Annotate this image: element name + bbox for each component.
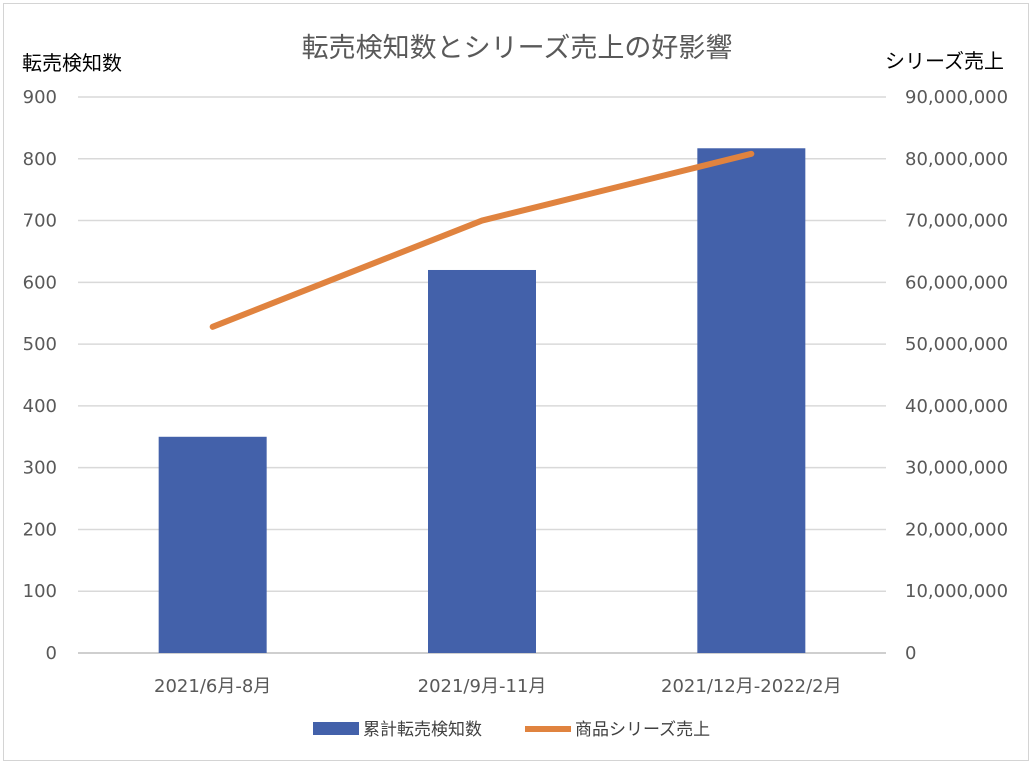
right-tick-label: 0: [905, 643, 916, 664]
left-axis-title: 転売検知数: [22, 51, 122, 75]
legend-swatch-bar: [313, 722, 359, 735]
right-tick-label: 40,000,000: [905, 396, 1008, 417]
legend-label-bar: 累計転売検知数: [363, 720, 482, 740]
right-tick-label: 70,000,000: [905, 211, 1008, 232]
x-tick-label: 2021/12月-2022/2月: [661, 676, 842, 697]
right-tick-label: 80,000,000: [905, 149, 1008, 170]
legend-label-line: 商品シリーズ売上: [575, 720, 710, 740]
left-tick-label: 0: [46, 643, 57, 664]
right-tick-label: 10,000,000: [905, 581, 1008, 602]
x-tick-label: 2021/9月-11月: [418, 676, 547, 697]
right-tick-label: 90,000,000: [905, 87, 1008, 108]
right-tick-label: 60,000,000: [905, 272, 1008, 293]
left-tick-label: 300: [23, 458, 57, 479]
left-tick-label: 200: [23, 519, 57, 540]
bar: [697, 148, 806, 653]
left-tick-label: 400: [23, 396, 57, 417]
x-tick-label: 2021/6月-8月: [154, 676, 271, 697]
bar: [158, 436, 267, 653]
right-tick-label: 50,000,000: [905, 334, 1008, 355]
left-tick-label: 500: [23, 334, 57, 355]
right-axis-title: シリーズ売上: [885, 49, 1004, 73]
chart-title: 転売検知数とシリーズ売上の好影響: [302, 33, 733, 64]
bar: [428, 269, 536, 653]
right-tick-label: 20,000,000: [905, 519, 1008, 540]
left-tick-label: 100: [23, 581, 57, 602]
right-tick-label: 30,000,000: [905, 458, 1008, 479]
left-tick-label: 700: [23, 211, 57, 232]
left-tick-label: 900: [23, 87, 57, 108]
left-tick-label: 800: [23, 149, 57, 170]
left-tick-label: 600: [23, 272, 57, 293]
